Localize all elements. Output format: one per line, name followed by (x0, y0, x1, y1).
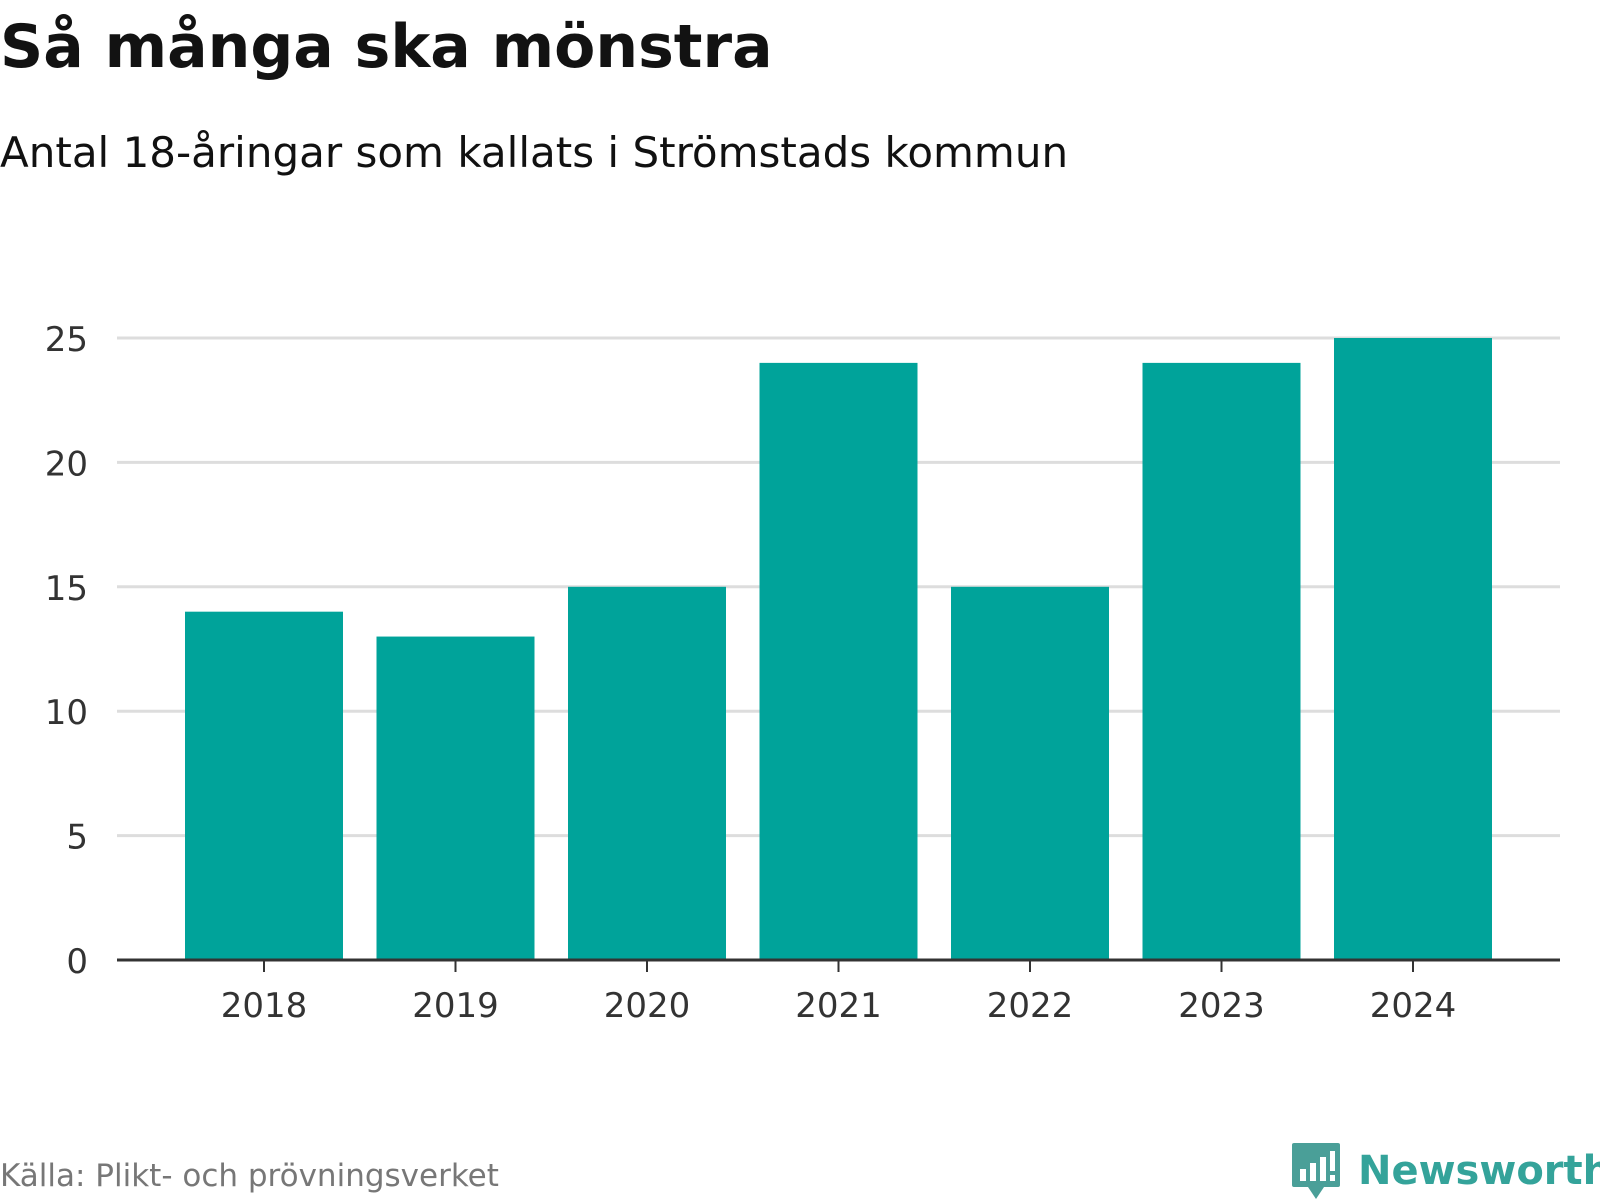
bar-2023 (1142, 362, 1301, 960)
bar-2018 (185, 611, 343, 960)
y-tick-label: 15 (45, 569, 88, 609)
x-tick-label: 2020 (604, 986, 691, 1026)
x-tick-label: 2022 (987, 986, 1074, 1026)
bar-2019 (376, 636, 535, 960)
x-axis-ticks: 2018 2019 2020 2021 2022 2023 2024 (221, 960, 1457, 1026)
brand: Newsworthy (1290, 1140, 1600, 1202)
y-tick-label: 10 (45, 693, 88, 733)
bar-2022 (951, 586, 1109, 960)
brand-name: Newsworthy (1358, 1148, 1600, 1194)
x-tick-label: 2018 (221, 986, 308, 1026)
x-tick-label: 2021 (795, 986, 882, 1026)
bar-2021 (759, 362, 918, 960)
y-tick-label: 20 (45, 444, 88, 484)
y-tick-label: 25 (45, 320, 88, 360)
y-tick-label: 0 (66, 942, 88, 982)
x-tick-label: 2024 (1370, 986, 1457, 1026)
bar-2020 (568, 586, 726, 960)
y-axis-ticks: 0 5 10 15 20 25 (45, 320, 88, 982)
newsworthy-logo-icon (1292, 1143, 1340, 1199)
chart-subtitle: Antal 18-åringar som kallats i Strömstad… (0, 128, 1069, 177)
bar-2024 (1334, 338, 1492, 960)
bar-chart: 0 5 10 15 20 25 2018 2019 2020 2021 2022 2023 2024 (45, 320, 1560, 1026)
bars (185, 338, 1492, 960)
source-note: Källa: Plikt- och prövningsverket (0, 1158, 499, 1194)
y-tick-label: 5 (66, 818, 88, 858)
x-tick-label: 2023 (1178, 986, 1265, 1026)
x-tick-label: 2019 (412, 986, 499, 1026)
chart-title: Så många ska mönstra (0, 12, 773, 82)
